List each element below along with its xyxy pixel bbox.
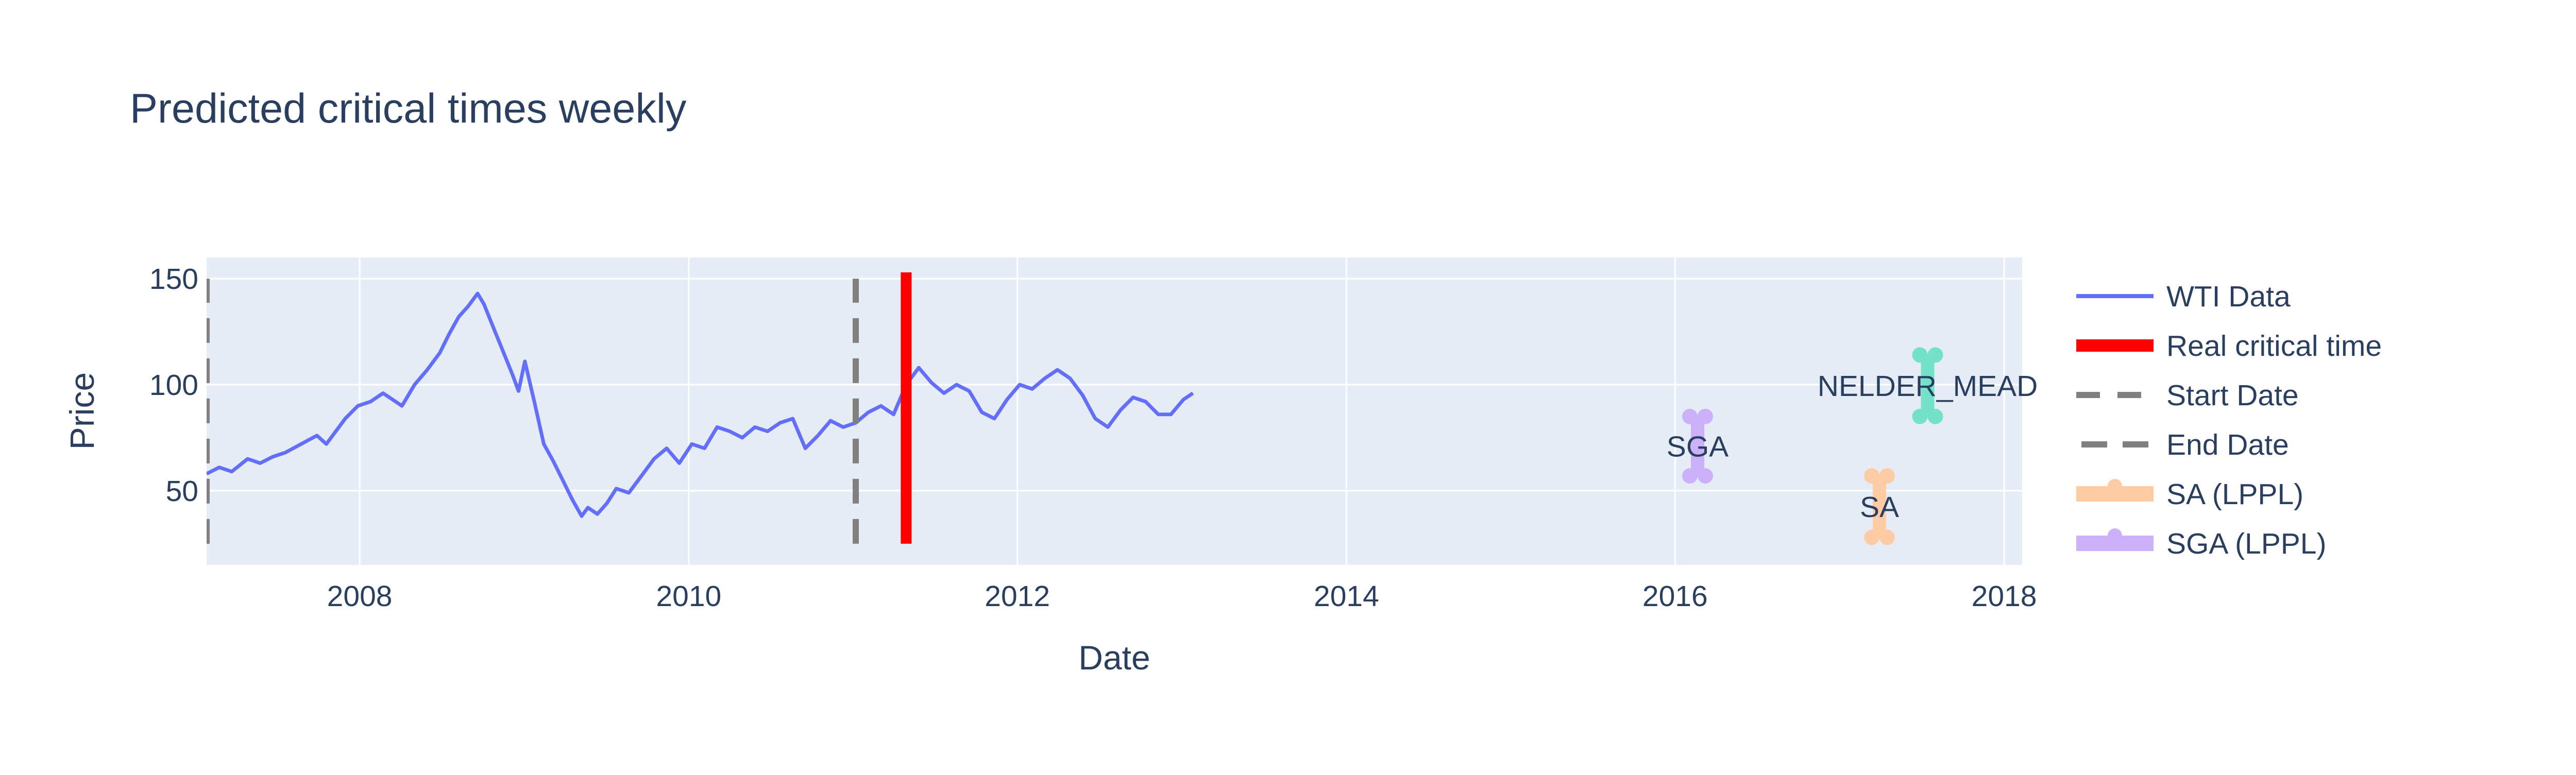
nelder-mead-range-marker (1927, 347, 1943, 363)
x-axis-title: Date (1078, 639, 1150, 677)
legend-label-real-critical-time: Real critical time (2166, 330, 2382, 363)
x-tick-label: 2014 (1314, 580, 1379, 613)
x-gridlines (359, 257, 2005, 565)
legend-label-end-date: End Date (2166, 428, 2289, 461)
sa-range-marker (1879, 468, 1895, 484)
legend-marker-sga-lppl (2108, 528, 2122, 543)
nelder-mead-range-marker (1912, 408, 1928, 424)
sga-label: SGA (1667, 430, 1728, 463)
sga-range-marker (1697, 408, 1713, 424)
legend-label-sa-lppl: SA (LPPL) (2166, 478, 2303, 511)
sa-range-marker (1864, 468, 1880, 484)
x-tick-label: 2012 (985, 580, 1050, 613)
nelder-mead-range-marker (1927, 408, 1943, 424)
y-tick-label: 50 (166, 475, 198, 508)
plot-content (207, 272, 1943, 545)
sa-range-marker (1864, 529, 1880, 545)
y-axis-title: Price (63, 372, 101, 450)
x-tick-labels: 2008 2010 2012 2014 2016 2018 (327, 580, 2037, 613)
sa-label: SA (1860, 491, 1899, 524)
legend-label-sga-lppl: SGA (LPPL) (2166, 527, 2326, 560)
sga-range-marker (1697, 468, 1713, 484)
y-gridlines (207, 278, 2022, 492)
x-tick-label: 2016 (1642, 580, 1708, 613)
legend-label-wti-data: WTI Data (2166, 280, 2291, 313)
y-tick-label: 150 (149, 263, 198, 296)
legend-marker-sa-lppl (2108, 479, 2122, 493)
range-labels: SA SGA NELDER_MEAD (1667, 370, 2038, 524)
sga-range-marker (1682, 468, 1698, 484)
y-tick-label: 100 (149, 369, 198, 402)
legend-label-start-date: Start Date (2166, 379, 2299, 412)
x-tick-label: 2010 (656, 580, 721, 613)
nelder-mead-range-marker (1912, 347, 1928, 363)
sga-range-marker (1682, 408, 1698, 424)
y-tick-labels: 50 100 150 (149, 263, 198, 508)
series-line-wti (207, 291, 1194, 518)
sa-range-marker (1879, 529, 1895, 545)
plot-area (207, 257, 2022, 565)
x-tick-label: 2008 (327, 580, 393, 613)
legend: WTI Data Real critical time Start Date End … (2076, 280, 2382, 560)
chart-title: Predicted critical times weekly (130, 85, 687, 132)
nelder-mead-label: NELDER_MEAD (1818, 370, 2038, 403)
x-tick-label: 2018 (1972, 580, 2037, 613)
